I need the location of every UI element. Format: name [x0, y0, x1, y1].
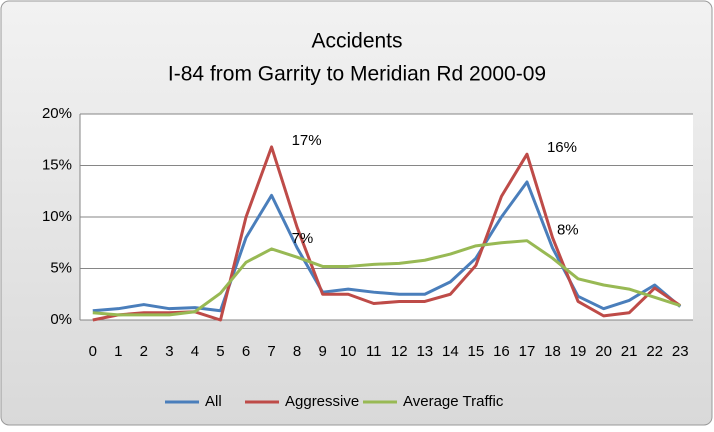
y-tick-label: 10%: [42, 208, 72, 225]
x-tick-label: 12: [391, 343, 408, 360]
x-tick-label: 8: [293, 343, 301, 360]
data-label: 16%: [547, 139, 577, 156]
x-tick-label: 19: [570, 343, 587, 360]
x-tick-label: 11: [366, 343, 382, 360]
y-tick-label: 5%: [50, 259, 72, 276]
x-tick-label: 4: [191, 343, 199, 360]
x-tick-label: 6: [242, 343, 250, 360]
x-tick-label: 15: [468, 343, 485, 360]
x-tick-label: 18: [544, 343, 561, 360]
y-tick-label: 20%: [42, 105, 72, 122]
series-line: [92, 239, 681, 317]
x-tick-label: 3: [165, 343, 173, 360]
chart-subtitle: I-84 from Garrity to Meridian Rd 2000-09: [168, 63, 546, 86]
x-tick-label: 10: [340, 343, 357, 360]
x-tick-label: 21: [621, 343, 638, 360]
y-tick-label: 15%: [42, 156, 72, 173]
legend-label: Average Traffic: [403, 393, 504, 410]
x-tick-label: 16: [493, 343, 510, 360]
x-tick-label: 7: [267, 343, 275, 360]
x-tick-label: 22: [646, 343, 663, 360]
legend-label: All: [205, 393, 222, 410]
legend-label: Aggressive: [285, 393, 359, 410]
data-label: 8%: [557, 222, 579, 239]
x-tick-label: 1: [114, 343, 122, 360]
data-label: 7%: [292, 230, 314, 247]
x-tick-label: 17: [519, 343, 536, 360]
x-tick-label: 13: [416, 343, 433, 360]
series-line: [92, 180, 682, 313]
chart-title: Accidents: [311, 30, 402, 53]
x-tick-label: 5: [216, 343, 224, 360]
x-tick-label: 0: [89, 343, 97, 360]
x-tick-label: 14: [442, 343, 459, 360]
x-tick-label: 23: [672, 343, 689, 360]
x-tick-label: 2: [140, 343, 148, 360]
x-tick-label: 20: [595, 343, 612, 360]
y-tick-label: 0%: [50, 311, 72, 328]
data-label: 17%: [292, 132, 322, 149]
x-tick-label: 9: [318, 343, 326, 360]
